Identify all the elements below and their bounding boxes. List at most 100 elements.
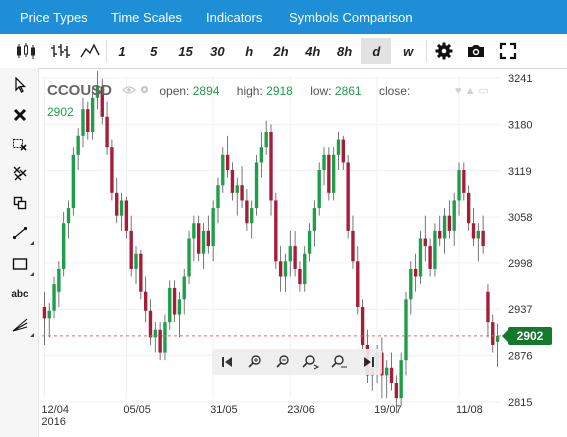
candle-body	[452, 200, 456, 231]
candle-body	[124, 200, 129, 231]
timeframe-5-button[interactable]: 5	[150, 43, 158, 59]
fan-icon[interactable]	[5, 312, 35, 338]
timeframe-15-button[interactable]: 15	[178, 43, 193, 59]
candle-body	[278, 261, 283, 277]
toolbar: 1 5 15 30 h 2h 4h 8h d w	[0, 34, 567, 69]
candle-body	[139, 253, 143, 292]
timeframe-d-button[interactable]: d	[361, 38, 392, 64]
candle-body	[303, 253, 307, 285]
menu-indicators[interactable]: Indicators	[206, 10, 263, 25]
delete-icon[interactable]	[5, 102, 35, 128]
candle-body	[399, 360, 403, 399]
favorite-heart-icon[interactable]: ♥	[455, 85, 462, 97]
close-label: close:	[378, 84, 411, 98]
candle-body	[47, 310, 51, 319]
candle-body	[110, 147, 114, 193]
text-icon[interactable]: abc	[11, 288, 29, 300]
candle-body	[471, 223, 476, 239]
line-chart-icon[interactable]	[74, 38, 106, 64]
ohlc-bars-icon[interactable]	[44, 38, 76, 64]
candle-body	[254, 162, 259, 209]
candle-body	[153, 329, 157, 338]
candlestick-icon[interactable]	[10, 38, 42, 64]
rectangle-icon[interactable]	[5, 251, 35, 277]
candle-body	[394, 382, 399, 399]
trendline-icon[interactable]	[5, 220, 35, 246]
candle-body	[81, 109, 85, 136]
candle-body	[172, 287, 177, 315]
candle-body	[52, 284, 56, 311]
zoom-in-icon[interactable]	[242, 349, 268, 375]
candle-body	[476, 230, 480, 239]
y-tick-label: 3180	[508, 119, 532, 131]
candle-body	[119, 200, 124, 216]
x-tick-label: 19/07	[374, 404, 402, 416]
candle-body	[143, 291, 148, 311]
candle-body	[235, 185, 239, 193]
low-value: 2861	[334, 84, 362, 98]
series-settings-gear-icon[interactable]	[139, 85, 150, 98]
candle-body	[307, 230, 312, 254]
candle-body	[259, 147, 264, 163]
candle-body	[356, 261, 360, 307]
y-tick-label: 3058	[508, 212, 532, 224]
timeframe-8h-button[interactable]: 8h	[337, 43, 353, 59]
candle-body	[168, 287, 172, 323]
candle-body	[105, 116, 109, 148]
candle-body	[351, 230, 355, 262]
candle-body	[360, 306, 365, 345]
menu-symbols-comparison[interactable]: Symbols Comparison	[289, 10, 413, 25]
candle-body	[298, 268, 302, 285]
timeframe-1-button[interactable]: 1	[118, 43, 126, 59]
timeframe-2h-button[interactable]: 2h	[273, 43, 289, 59]
scroll-right-icon[interactable]	[356, 349, 382, 375]
scroll-left-icon[interactable]	[214, 349, 240, 375]
x-tick-label: 31/05	[210, 404, 238, 416]
clone-icon[interactable]	[5, 190, 35, 216]
zoom-reset-icon[interactable]	[326, 349, 352, 375]
candle-body	[192, 223, 196, 239]
candle-body	[221, 154, 225, 186]
y-tick-label: 3119	[508, 166, 532, 178]
timeframe-w-button[interactable]: w	[403, 43, 414, 59]
delete-selection-icon[interactable]	[5, 132, 35, 158]
candle-body	[269, 132, 273, 201]
drawing-tools-panel: abc	[0, 68, 39, 437]
candle-body	[95, 86, 100, 98]
x-tick-label: 05/05	[123, 404, 151, 416]
candle-body	[187, 238, 191, 277]
candle-body	[322, 154, 326, 171]
close-value: 2902	[47, 105, 74, 119]
candle-body	[293, 246, 297, 269]
candle-body	[76, 135, 80, 155]
candle-body	[331, 154, 336, 193]
open-label: open:	[159, 84, 190, 98]
menu-price-types[interactable]: Price Types	[20, 10, 88, 25]
candle-body	[177, 299, 182, 315]
menu-time-scales[interactable]: Time Scales	[111, 10, 183, 25]
candle-body	[317, 170, 321, 209]
timeframe-h-button[interactable]: h	[245, 43, 254, 59]
candle-body	[341, 139, 346, 163]
fullscreen-icon[interactable]	[492, 38, 524, 64]
zoom-in-forward-icon[interactable]	[298, 349, 324, 375]
delete-all-icon[interactable]	[5, 160, 35, 186]
panel-window-icon[interactable]: ▭	[478, 85, 489, 97]
chart-corner-icons: ♥ ▲ ▭	[455, 84, 489, 97]
visibility-eye-icon[interactable]	[122, 86, 139, 98]
candle-body	[148, 310, 153, 338]
candle-body	[216, 185, 220, 209]
candle-body	[264, 132, 268, 148]
panel-up-icon[interactable]: ▲	[464, 85, 476, 97]
candle-body	[462, 170, 466, 193]
y-tick-label: 2815	[508, 397, 532, 409]
zoom-out-icon[interactable]	[270, 349, 296, 375]
cursor-icon[interactable]	[5, 72, 35, 98]
price-chart[interactable]: 3241 3180 3119 3058 2998 2937 2876 2815 12/0420…	[38, 68, 567, 437]
gear-icon[interactable]	[428, 38, 460, 64]
candle-body	[312, 208, 317, 231]
timeframe-30-button[interactable]: 30	[210, 43, 225, 59]
camera-icon[interactable]	[460, 38, 492, 64]
candle-body	[481, 230, 485, 247]
timeframe-4h-button[interactable]: 4h	[305, 43, 321, 59]
